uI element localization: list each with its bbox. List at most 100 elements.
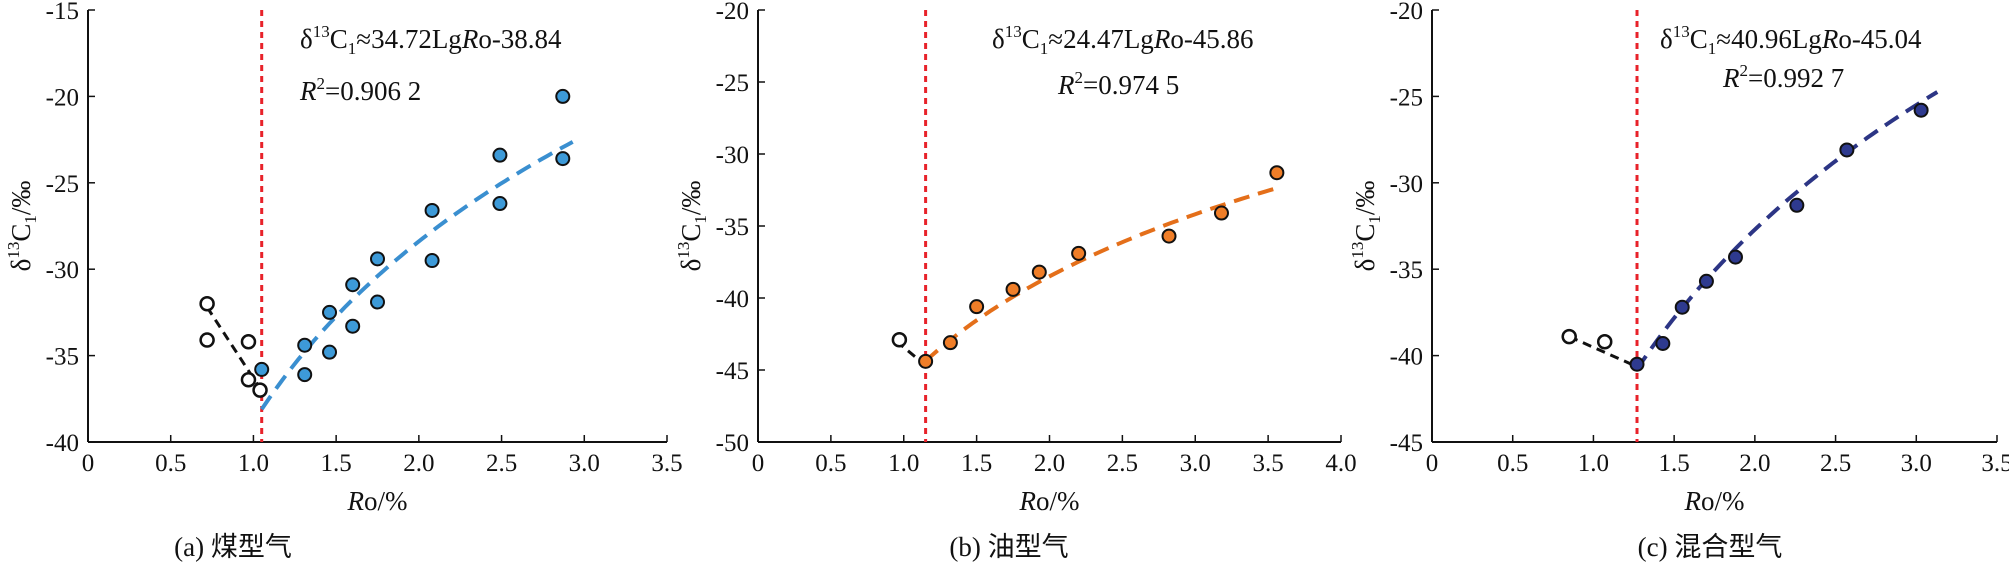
x-tick-label: 1.0 [1578, 450, 1609, 477]
x-tick-label: 2.0 [1034, 450, 1065, 477]
x-axis-title: Ro/% [347, 486, 408, 516]
hollow-data-point [240, 334, 257, 350]
y-tick-label: -40 [716, 286, 749, 313]
hollow-data-point [199, 332, 215, 348]
y-tick-label: -45 [1390, 430, 1423, 457]
data-point [424, 202, 440, 218]
x-tick-label: 0.5 [815, 450, 846, 477]
y-tick-label: -15 [46, 0, 79, 25]
hollow-data-point [240, 372, 257, 388]
x-tick-label: 3.0 [1901, 450, 1932, 477]
x-tick-label: 3.5 [1253, 450, 1284, 477]
data-point [1727, 249, 1743, 265]
data-point [1674, 299, 1690, 315]
data-point [322, 304, 338, 320]
data-point [370, 294, 385, 310]
r-squared-label: R2=0.974 5 [1057, 68, 1179, 100]
data-point [1698, 273, 1714, 289]
y-tick-label: -40 [1390, 344, 1423, 371]
panel-a-coal-type-gas: (a) 煤型气 0 0.5 1.0 1.5 2.0 2.5 3.0 3.5 -40 -35 -30 -… [4, 0, 683, 562]
x-tick-label: 3.5 [651, 450, 682, 477]
data-point [424, 253, 440, 269]
y-tick-label: -25 [716, 70, 749, 97]
data-point [345, 277, 361, 293]
panel-b-caption: (b) 油型气 [949, 532, 1068, 562]
y-tick-label: -35 [1390, 257, 1423, 284]
x-tick-label: 1.0 [238, 450, 269, 477]
panel-a-caption: (a) 煤型气 [174, 532, 292, 562]
y-axis-title: δ13C1/‰ [4, 181, 40, 272]
x-tick-label: 0 [82, 450, 95, 477]
data-point [1839, 142, 1855, 158]
fit-equation: δ13C1≈40.96LgRo-45.04 [1660, 22, 1922, 58]
fit-curve [1635, 90, 1939, 371]
x-tick-label: 0 [1426, 450, 1439, 477]
x-tick-label: 2.5 [1820, 450, 1851, 477]
y-tick-label: -35 [716, 214, 749, 241]
y-tick-label: -45 [716, 358, 749, 385]
y-tick-label: -25 [1390, 84, 1423, 111]
data-point [942, 335, 958, 351]
fit-equation: δ13C1≈24.47LgRo-45.86 [992, 22, 1254, 58]
data-point [1655, 336, 1671, 352]
x-tick-label: 1.5 [321, 450, 352, 477]
panel-b-oil-type-gas: (b) 油型气 0 0.5 1.0 1.5 2.0 2.5 3.0 3.5 4.0 -50 -45 -… [674, 0, 1357, 562]
hollow-data-point [1596, 334, 1613, 350]
data-point [297, 367, 313, 383]
data-point [1031, 264, 1047, 280]
data-point [254, 361, 270, 377]
fit-curve [260, 140, 574, 411]
x-axis-title: Ro/% [1019, 486, 1080, 516]
data-point [1269, 165, 1285, 181]
y-tick-label: -20 [46, 84, 79, 111]
data-point [297, 337, 313, 353]
data-point [969, 299, 985, 315]
data-point [1005, 281, 1021, 297]
data-point [555, 151, 571, 167]
y-axis-title: δ13C1/‰ [1348, 181, 1384, 272]
y-tick-label: -20 [716, 0, 749, 25]
data-point [555, 88, 571, 104]
x-axis-title: Ro/% [1684, 486, 1745, 516]
x-tick-label: 3.0 [569, 450, 600, 477]
x-tick-label: 2.5 [1107, 450, 1138, 477]
x-tick-label: 0 [752, 450, 765, 477]
data-point [1913, 102, 1929, 118]
data-point [1789, 197, 1805, 213]
panel-c-caption: (c) 混合型气 [1638, 532, 1783, 562]
hollow-data-point [252, 382, 268, 398]
data-point [345, 318, 361, 334]
x-tick-label: 1.5 [1659, 450, 1690, 477]
data-point [1161, 228, 1177, 244]
x-tick-label: 3.5 [1981, 450, 2009, 477]
data-point [492, 196, 508, 212]
x-tick-label: 1.5 [961, 450, 992, 477]
r-squared-label: R2=0.906 2 [299, 74, 421, 106]
y-tick-label: -30 [46, 257, 79, 284]
y-tick-label: -50 [716, 430, 749, 457]
data-point [918, 353, 934, 369]
x-tick-label: 2.0 [1739, 450, 1770, 477]
hollow-data-point [1561, 328, 1577, 345]
data-point [1071, 245, 1087, 261]
x-tick-label: 4.0 [1325, 450, 1356, 477]
x-tick-label: 2.0 [403, 450, 434, 477]
x-tick-label: 0.5 [1497, 450, 1528, 477]
y-tick-label: -20 [1390, 0, 1423, 25]
x-tick-label: 0.5 [155, 450, 186, 477]
r-squared-label: R2=0.992 7 [1722, 61, 1844, 93]
data-point [370, 251, 385, 267]
data-point [322, 344, 338, 360]
x-tick-label: 2.5 [486, 450, 517, 477]
y-tick-label: -30 [716, 142, 749, 169]
y-tick-label: -25 [46, 171, 79, 198]
data-point [1213, 205, 1229, 221]
x-tick-label: 3.0 [1180, 450, 1211, 477]
y-tick-label: -35 [46, 344, 79, 371]
data-point [492, 147, 508, 163]
x-tick-label: 1.0 [888, 450, 919, 477]
pre-threshold-trend-line [1568, 335, 1637, 368]
data-point [1629, 356, 1645, 372]
hollow-data-point [199, 296, 215, 312]
